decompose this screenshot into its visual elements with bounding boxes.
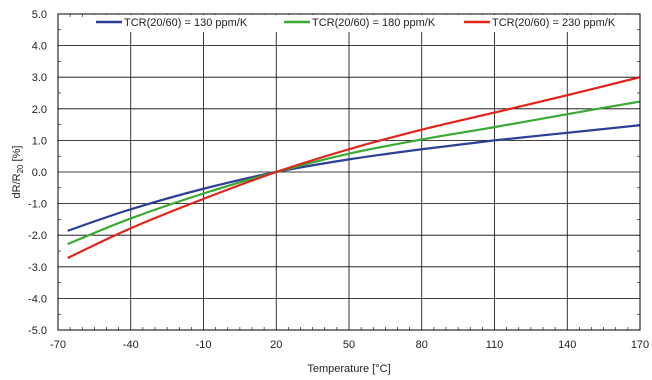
series-line <box>67 124 641 232</box>
y-tick-label: 4.0 <box>32 41 47 53</box>
y-tick-label: 0.0 <box>32 167 47 179</box>
x-tick-label: -10 <box>196 339 212 351</box>
plot-frame <box>57 13 641 331</box>
x-tick-label: 140 <box>558 339 576 351</box>
y-tick-label: 1.0 <box>32 135 47 147</box>
y-tick-labels: 5.0 4.0 3.0 2.0 1.0 0.0 -1.0 -2.0 -3.0 -4.0 -5.0 <box>28 9 47 337</box>
x-tick-label: -40 <box>123 339 139 351</box>
y-axis-title-main: dR/R <box>11 173 23 198</box>
y-tick-label: -1.0 <box>28 199 47 211</box>
x-tick-label: 110 <box>486 339 504 351</box>
x-axis-title: Temperature [°C] <box>307 363 390 375</box>
legend-background <box>90 15 636 32</box>
y-tick-label: 5.0 <box>32 9 47 21</box>
y-tick-label: -5.0 <box>28 325 47 337</box>
series-line <box>67 100 641 246</box>
y-axis-title-subscript: 20 <box>16 164 25 173</box>
legend-label: TCR(20/60) = 130 ppm/K <box>124 17 248 29</box>
x-tick-label: 80 <box>416 339 428 351</box>
legend-label: TCR(20/60) = 230 ppm/K <box>492 17 616 29</box>
x-tick-label: -70 <box>50 339 66 351</box>
y-axis-title: dR/R20 [%] <box>11 146 25 199</box>
legend: TCR(20/60) = 130 ppm/K TCR(20/60) = 180 p… <box>90 15 636 32</box>
x-tick-label: 20 <box>270 339 282 351</box>
y-tick-label: -4.0 <box>28 293 47 305</box>
legend-label: TCR(20/60) = 180 ppm/K <box>312 17 436 29</box>
y-tick-label: 2.0 <box>32 104 47 116</box>
x-tick-labels: -70 -40 -10 20 50 80 110 140 170 <box>50 339 649 351</box>
y-tick-label: -3.0 <box>28 262 47 274</box>
x-tick-label: 50 <box>343 339 355 351</box>
series-line <box>67 76 641 259</box>
y-tick-label: -2.0 <box>28 230 47 242</box>
x-tick-label: 170 <box>631 339 649 351</box>
y-axis-title-unit: [%] <box>11 146 23 165</box>
y-tick-label: 3.0 <box>32 72 47 84</box>
series-lines <box>67 76 641 259</box>
